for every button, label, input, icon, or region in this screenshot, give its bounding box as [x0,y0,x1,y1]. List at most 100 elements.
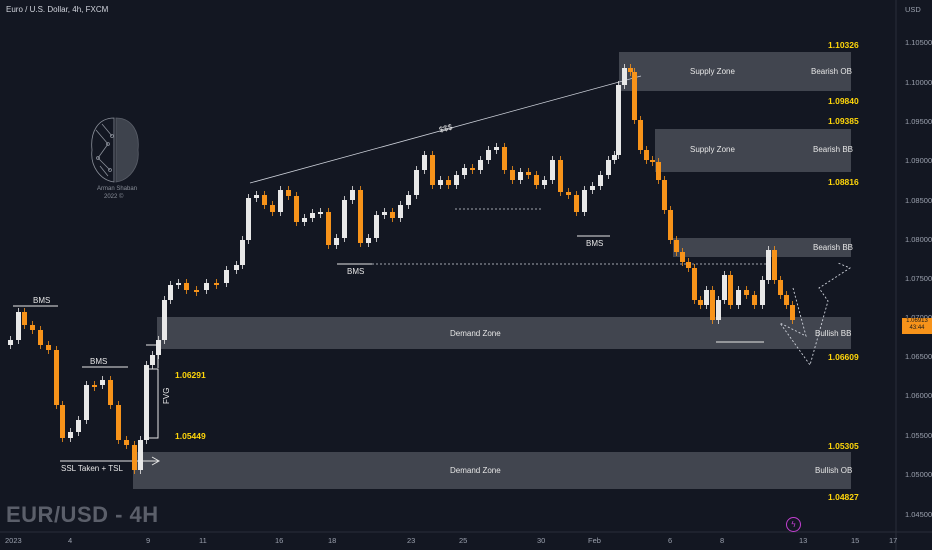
candle-body [550,160,555,180]
time-tick: 6 [668,536,673,545]
zone-label-demand-2: Demand Zone [450,466,501,475]
candle-body [728,275,733,305]
candle-body [262,195,267,205]
level-2: 1.09840 [828,96,859,106]
candle-body [744,290,749,295]
time-tick: 17 [889,536,898,545]
time-tick: 9 [146,536,151,545]
candle-body [430,155,435,185]
price-tick: 1.06000 [905,391,932,400]
candle-body [414,170,419,195]
brand-year: 2022 © [104,194,124,200]
alert-bolt-icon[interactable]: ϟ [786,517,801,532]
level-6: 1.06291 [175,370,206,380]
bearish-bb-zone [673,238,851,257]
candle-body [270,205,275,212]
price-tick: 1.04500 [905,510,932,519]
time-tick: 30 [537,536,546,545]
candle-body [662,180,667,210]
zone-tag-bearish-bb: Bearish BB [813,145,854,154]
brand-name: Arman Shaban [97,186,138,192]
candle-body [30,325,35,330]
time-tick: 18 [328,536,337,545]
candle-body [60,405,65,438]
candle-body [246,198,251,240]
candle-body [692,268,697,300]
candle-body [46,345,51,350]
level-9: 1.04827 [828,492,859,502]
candle-body [162,300,167,340]
fvg-bracket [146,368,159,439]
bar-countdown: 43:44 [909,325,925,331]
price-tick: 1.07500 [905,274,932,283]
time-tick: 4 [68,536,73,545]
level-8: 1.05305 [828,441,859,451]
bms-label-1: BMS [33,296,51,305]
candle-body [710,290,715,320]
candle-body [234,265,239,270]
candle-body [150,355,155,365]
candle-body [446,180,451,185]
candle-body [176,283,181,285]
candle-body [16,312,21,340]
candle-body [644,150,649,160]
candle-body [760,280,765,305]
candle-body [616,85,621,155]
ssl-label: SSL Taken + TSL [61,464,123,473]
candle-body [310,213,315,218]
candle-body [698,300,703,305]
currency-label: USD [905,5,921,14]
supply-zone-bearish-ob [619,52,851,91]
candle-body [124,440,129,445]
candle-body [790,305,795,320]
time-tick: 16 [275,536,284,545]
zone-tag-bullish-bb: Bullish BB [815,329,852,338]
time-tick: 8 [720,536,725,545]
candle-body [156,340,161,355]
candle-body [224,270,229,283]
candle-body [390,212,395,218]
candle-body [502,147,507,170]
candle-body [668,210,673,240]
candle-body [526,172,531,175]
bms-label-3: BMS [347,267,365,276]
candle-body [76,420,81,432]
candle-body [358,190,363,243]
candle-body [478,160,483,170]
level-4: 1.08816 [828,177,859,187]
price-tick: 1.06500 [905,352,932,361]
candle-body [612,155,617,160]
candle-body [606,160,611,175]
zone-label-supply-2: Supply Zone [690,145,735,154]
zone-label-demand-1: Demand Zone [450,329,501,338]
candle-body [686,262,691,268]
candle-body [138,440,143,470]
candle-body [334,238,339,245]
bms-label-2: BMS [90,357,108,366]
candle-body [622,68,627,85]
candle-body [92,385,97,387]
candle-body [406,195,411,205]
candle-body [574,195,579,212]
time-tick: Feb [588,536,601,545]
price-tick: 1.09000 [905,156,932,165]
level-1: 1.10326 [828,40,859,50]
candle-body [278,190,283,212]
zone-label-supply-1: Supply Zone [690,67,735,76]
candle-body [438,180,443,185]
fvg-label: FVG [162,387,171,404]
candle-body [766,250,771,280]
time-tick: 11 [199,536,207,545]
level-3: 1.09385 [828,116,859,126]
candle-body [470,168,475,170]
candle-body [240,240,245,265]
candle-body [656,162,661,180]
candle-body [590,186,595,190]
candle-body [542,180,547,185]
time-tick: 23 [407,536,416,545]
candle-body [566,192,571,195]
time-tick: 2023 [5,536,22,545]
candle-body [204,283,209,290]
symbol-watermark: EUR/USD - 4H [6,502,159,527]
